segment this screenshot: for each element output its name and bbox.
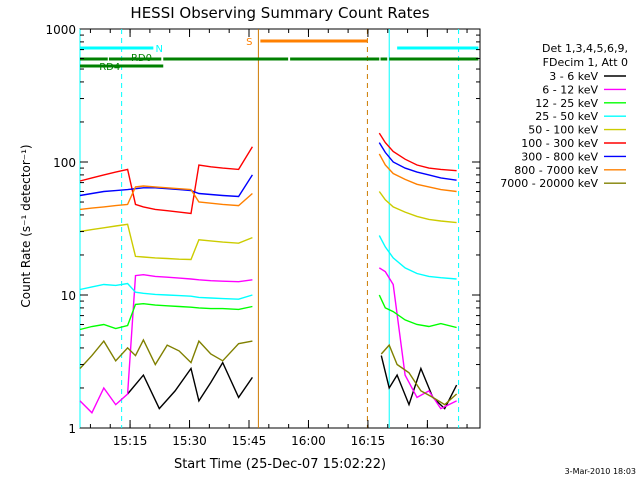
legend-entry-label: 25 - 50 keV — [535, 110, 598, 123]
series-path — [79, 338, 253, 369]
series-path — [79, 282, 253, 300]
series-path — [378, 191, 457, 224]
y-tick-label: 1000 — [45, 23, 76, 37]
series-path — [378, 142, 457, 181]
series-path — [79, 174, 253, 198]
series-path — [79, 185, 253, 211]
series-3to6keV-line — [127, 355, 458, 410]
x-tick-label: 15:15 — [113, 434, 148, 448]
x-tick-label: 16:00 — [291, 434, 326, 448]
y-axis-label: Count Rate (s⁻¹ detector⁻¹) — [19, 144, 33, 307]
x-axis-label: Start Time (25-Dec-07 15:02:22) — [174, 457, 386, 472]
series-path — [378, 153, 457, 193]
series-path — [380, 355, 458, 410]
series-100to300keV-line — [79, 132, 457, 215]
y-tick-label: 1 — [68, 422, 76, 436]
series-25to50keV-line — [79, 235, 457, 300]
status-bar-label: RD0 — [131, 53, 152, 64]
status-bar-label: RD4 — [99, 62, 120, 73]
legend-entry-label: 300 - 800 keV — [521, 150, 598, 163]
y-tick-label: 10 — [61, 289, 76, 303]
series-path — [79, 302, 253, 331]
series-path — [378, 267, 457, 410]
series-path — [127, 361, 253, 410]
series-path — [378, 235, 457, 280]
plot-frame — [79, 28, 481, 429]
series-7000to20000keV-line — [79, 338, 458, 406]
legend-entry-label: 3 - 6 keV — [549, 70, 598, 83]
legend-entry-label: 50 - 100 keV — [528, 124, 598, 137]
series-6to12keV-line — [79, 267, 457, 414]
x-tick-label: 16:15 — [351, 434, 386, 448]
chart-title: HESSI Observing Summary Count Rates — [130, 4, 429, 22]
series-path — [378, 294, 457, 329]
legend-entry-label: 7000 - 20000 keV — [500, 177, 598, 190]
series-path — [79, 146, 253, 215]
legend-header-line-2: FDecim 1, Att 0 — [543, 56, 628, 69]
x-tick-label: 15:30 — [172, 434, 207, 448]
series-path — [79, 273, 253, 414]
legend-header-line-1: Det 1,3,4,5,6,9, — [542, 42, 628, 55]
series-50to100keV-line — [79, 191, 457, 261]
series-300to800keV-line — [79, 142, 457, 198]
series-800to7000keV-line — [79, 153, 457, 211]
x-tick-label: 16:30 — [410, 434, 445, 448]
legend-entry-label: 800 - 7000 keV — [514, 164, 598, 177]
series-path — [79, 223, 253, 261]
series-path — [380, 343, 458, 406]
y-tick-label: 100 — [53, 156, 76, 170]
series-path — [378, 132, 457, 172]
x-tick-label: 15:45 — [232, 434, 267, 448]
legend-entry-label: 12 - 25 keV — [535, 97, 598, 110]
footer-timestamp: 3-Mar-2010 18:03 — [565, 467, 636, 476]
y-axis: 1 10 100 1000 — [45, 23, 480, 436]
x-axis: 15:15 15:30 15:45 16:00 16:15 16:30 — [89, 29, 468, 448]
legend-entry-label: 6 - 12 keV — [542, 83, 598, 96]
series-12to25keV-line — [79, 294, 457, 331]
status-bar-label: N — [156, 44, 163, 55]
status-bar-label: S — [246, 37, 252, 48]
legend-entry-label: 100 - 300 keV — [521, 137, 598, 150]
